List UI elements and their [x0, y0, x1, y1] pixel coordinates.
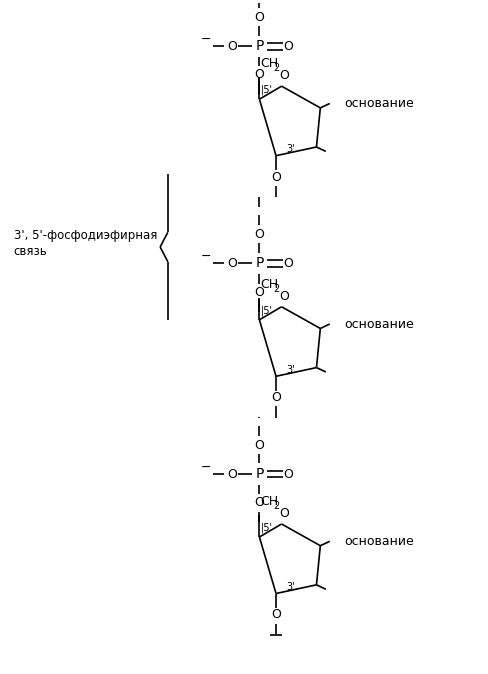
- Text: 3', 5'-фосфодиэфирная
связь: 3', 5'-фосфодиэфирная связь: [14, 229, 157, 258]
- Text: P: P: [255, 467, 264, 481]
- Text: основание: основание: [345, 97, 414, 110]
- Text: O: O: [254, 496, 264, 510]
- Text: 2: 2: [273, 63, 280, 73]
- Text: −: −: [201, 461, 211, 474]
- Text: 3': 3': [286, 365, 295, 375]
- Text: CH: CH: [261, 495, 279, 508]
- Text: O: O: [284, 257, 293, 270]
- Text: O: O: [227, 257, 238, 270]
- Text: O: O: [271, 171, 281, 183]
- Text: P: P: [255, 257, 264, 270]
- Text: 2: 2: [273, 284, 280, 294]
- Text: 2: 2: [273, 501, 280, 511]
- Text: |5': |5': [261, 305, 273, 316]
- Text: O: O: [254, 228, 264, 241]
- Text: 3': 3': [286, 582, 295, 592]
- Text: O: O: [279, 290, 288, 303]
- Text: O: O: [254, 69, 264, 82]
- Text: O: O: [271, 609, 281, 621]
- Text: CH: CH: [261, 57, 279, 71]
- Text: CH: CH: [261, 278, 279, 291]
- Text: O: O: [254, 439, 264, 452]
- Text: O: O: [284, 468, 293, 481]
- Text: O: O: [284, 40, 293, 53]
- Text: O: O: [254, 11, 264, 24]
- Text: O: O: [227, 40, 238, 53]
- Text: 3': 3': [286, 144, 295, 154]
- Text: −: −: [201, 250, 211, 264]
- Text: −: −: [201, 33, 211, 46]
- Text: O: O: [271, 391, 281, 404]
- Text: основание: основание: [345, 534, 414, 548]
- Text: |5': |5': [261, 85, 273, 95]
- Text: |5': |5': [261, 522, 273, 533]
- Text: основание: основание: [345, 317, 414, 330]
- Text: P: P: [255, 39, 264, 53]
- Text: O: O: [227, 468, 238, 481]
- Text: O: O: [254, 286, 264, 299]
- Text: O: O: [279, 69, 288, 82]
- Text: O: O: [279, 507, 288, 520]
